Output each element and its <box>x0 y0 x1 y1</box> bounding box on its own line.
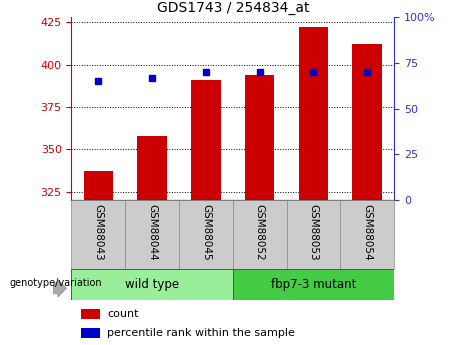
Text: genotype/variation: genotype/variation <box>9 278 102 288</box>
Text: GSM88052: GSM88052 <box>254 204 265 260</box>
Bar <box>125 200 179 269</box>
Bar <box>81 309 100 319</box>
Bar <box>71 200 125 269</box>
Bar <box>233 269 394 300</box>
Bar <box>83 171 113 200</box>
Text: wild type: wild type <box>125 278 179 291</box>
Bar <box>137 136 167 200</box>
Bar <box>340 200 394 269</box>
Text: GSM88043: GSM88043 <box>93 204 103 260</box>
Bar <box>81 328 100 338</box>
Bar <box>179 200 233 269</box>
Text: GSM88053: GSM88053 <box>308 204 319 260</box>
FancyArrow shape <box>53 280 66 297</box>
Text: percentile rank within the sample: percentile rank within the sample <box>107 328 295 338</box>
Text: GSM88044: GSM88044 <box>147 204 157 260</box>
Title: GDS1743 / 254834_at: GDS1743 / 254834_at <box>157 1 309 15</box>
Text: GSM88054: GSM88054 <box>362 204 372 260</box>
Text: count: count <box>107 309 138 319</box>
Text: GSM88045: GSM88045 <box>201 204 211 260</box>
Bar <box>191 80 221 200</box>
Bar <box>245 75 274 200</box>
Bar <box>299 27 328 200</box>
Bar <box>353 45 382 200</box>
Bar <box>71 269 233 300</box>
Bar <box>287 200 340 269</box>
Bar <box>233 200 287 269</box>
Text: fbp7-3 mutant: fbp7-3 mutant <box>271 278 356 291</box>
